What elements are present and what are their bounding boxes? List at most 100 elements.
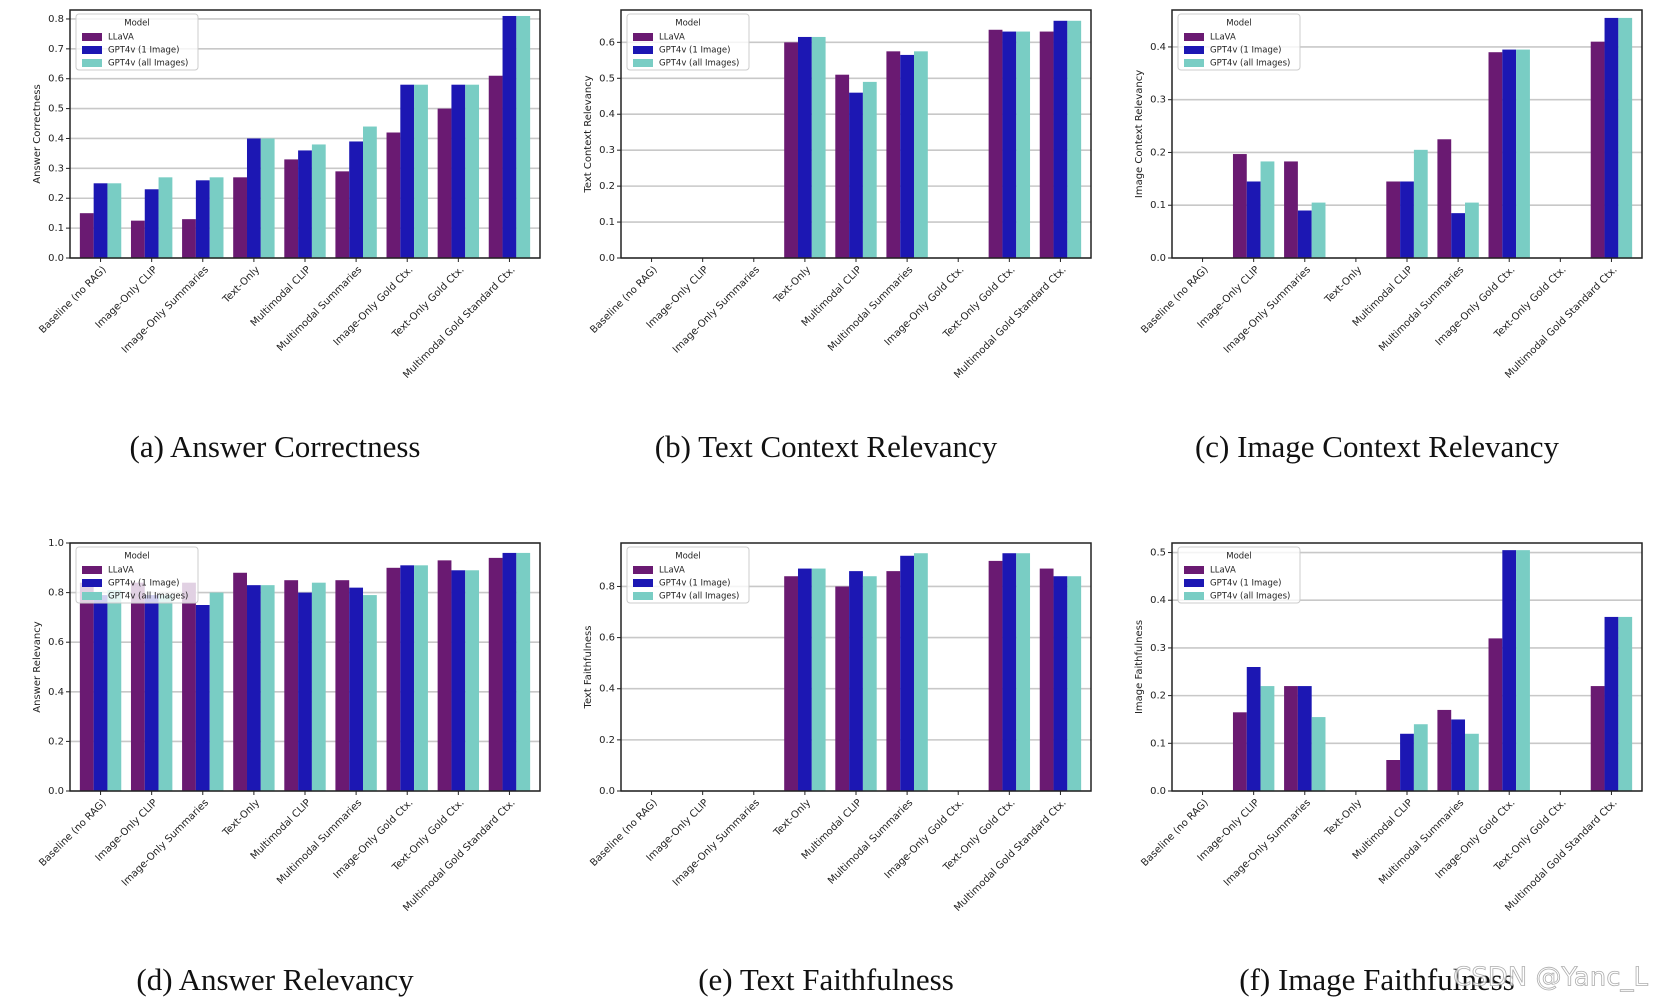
bar xyxy=(130,582,145,791)
bar xyxy=(386,567,401,791)
legend-swatch xyxy=(1184,33,1204,41)
legend-title: Model xyxy=(675,552,701,562)
bar xyxy=(1465,733,1479,791)
legend-label: GPT4v (all Images) xyxy=(108,592,188,602)
bar xyxy=(1016,553,1031,791)
y-tick-label: 0.6 xyxy=(48,74,64,85)
y-tick-label: 0.0 xyxy=(48,253,64,264)
x-tick-label: Image-Only Summaries xyxy=(120,264,211,355)
plot-frame xyxy=(69,542,541,792)
y-tick-label: 0.0 xyxy=(48,786,64,797)
bar xyxy=(182,582,196,791)
legend-swatch xyxy=(1184,566,1204,574)
bar xyxy=(1451,719,1466,791)
legend-label: GPT4v (1 Image) xyxy=(108,46,179,56)
y-tick-label: 0.5 xyxy=(599,73,615,84)
y-tick-label: 0.5 xyxy=(48,104,64,115)
legend-swatch xyxy=(82,592,102,600)
bar xyxy=(849,92,863,259)
legend-label: LLaVA xyxy=(1210,566,1236,576)
bar xyxy=(335,171,350,258)
bar xyxy=(1386,760,1401,791)
watermark: CSDN @Yanc_L xyxy=(1453,963,1648,993)
y-tick-label: 0.2 xyxy=(48,193,64,204)
bar xyxy=(502,15,517,258)
bar xyxy=(209,177,224,258)
legend-swatch xyxy=(633,33,653,41)
bar xyxy=(1039,31,1054,259)
bar xyxy=(284,580,299,791)
bar xyxy=(914,553,928,791)
chart-caption: (c) Image Context Relevancy xyxy=(1195,429,1560,464)
x-tick-label: Image-Only Summaries xyxy=(1222,264,1313,355)
bar xyxy=(784,576,798,791)
bar xyxy=(1437,709,1452,791)
legend-swatch xyxy=(82,33,102,41)
x-tick-label: Multimodal Gold Standard Ctx. xyxy=(1503,797,1619,913)
bar xyxy=(1053,576,1068,791)
y-tick-label: 0.6 xyxy=(599,633,615,644)
plot-frame xyxy=(620,9,1092,259)
y-tick-label: 0.1 xyxy=(1150,738,1166,749)
x-tick-label: Multimodal Gold Standard Ctx. xyxy=(401,797,517,913)
legend-swatch xyxy=(633,566,653,574)
bar xyxy=(849,571,863,791)
legend-swatch xyxy=(633,46,653,54)
bar xyxy=(260,138,275,258)
bar xyxy=(158,595,173,791)
bar xyxy=(900,555,915,791)
bar xyxy=(1465,202,1479,258)
legend-label: GPT4v (1 Image) xyxy=(108,579,179,589)
x-tick-label: Text-Only xyxy=(220,264,262,306)
bar xyxy=(886,51,901,259)
bar xyxy=(182,219,196,258)
y-tick-label: 0.8 xyxy=(48,14,64,25)
bar xyxy=(1400,733,1414,791)
legend-swatch xyxy=(633,59,653,67)
legend-label: GPT4v (all Images) xyxy=(1210,592,1290,602)
y-axis-label: Image Context Relevancy xyxy=(1134,70,1145,198)
bar xyxy=(988,560,1003,791)
bar xyxy=(1516,49,1530,259)
bar xyxy=(233,177,247,258)
x-tick-label: Image-Only Summaries xyxy=(120,797,211,888)
y-tick-label: 0.4 xyxy=(1150,595,1166,606)
bar xyxy=(1437,139,1452,258)
y-tick-label: 0.4 xyxy=(599,684,615,695)
bar xyxy=(784,42,798,258)
bar xyxy=(79,582,94,791)
y-tick-label: 0.4 xyxy=(1150,42,1166,53)
y-axis-label: Text Context Relevancy xyxy=(583,75,594,193)
bar xyxy=(465,570,480,791)
bar xyxy=(209,592,224,791)
bar xyxy=(1297,210,1312,258)
x-tick-label: Multimodal Gold Standard Ctx. xyxy=(401,264,517,380)
bar xyxy=(914,51,928,259)
legend-title: Model xyxy=(124,19,150,29)
chart-caption: (e) Text Faithfulness xyxy=(698,962,954,997)
y-tick-label: 0.4 xyxy=(599,109,615,120)
chart-caption: (f) Image Faithfulness xyxy=(1239,962,1514,997)
bar xyxy=(1488,52,1503,258)
bar xyxy=(144,189,159,258)
bar xyxy=(811,568,826,791)
chart-panel: 0.0 0.1 0.2 0.3 0.4 0.5 0.6 0.7 0.8 Answer Correc… xyxy=(32,9,541,464)
bar xyxy=(284,159,299,258)
bar xyxy=(1311,202,1326,258)
bar xyxy=(437,108,452,258)
legend-box xyxy=(75,546,199,604)
bar xyxy=(437,560,452,791)
y-tick-label: 1.0 xyxy=(48,538,64,549)
x-tick-label: Text-Only xyxy=(771,264,813,306)
bar xyxy=(1618,616,1633,791)
x-tick-label: Multimodal Gold Standard Ctx. xyxy=(952,797,1068,913)
bar xyxy=(862,576,877,791)
bar xyxy=(502,552,517,791)
bar xyxy=(363,595,377,791)
chart-caption: (a) Answer Correctness xyxy=(130,429,421,464)
chart-caption: (b) Text Context Relevancy xyxy=(655,429,998,464)
bar xyxy=(349,587,364,791)
legend-label: LLaVA xyxy=(1210,33,1236,43)
